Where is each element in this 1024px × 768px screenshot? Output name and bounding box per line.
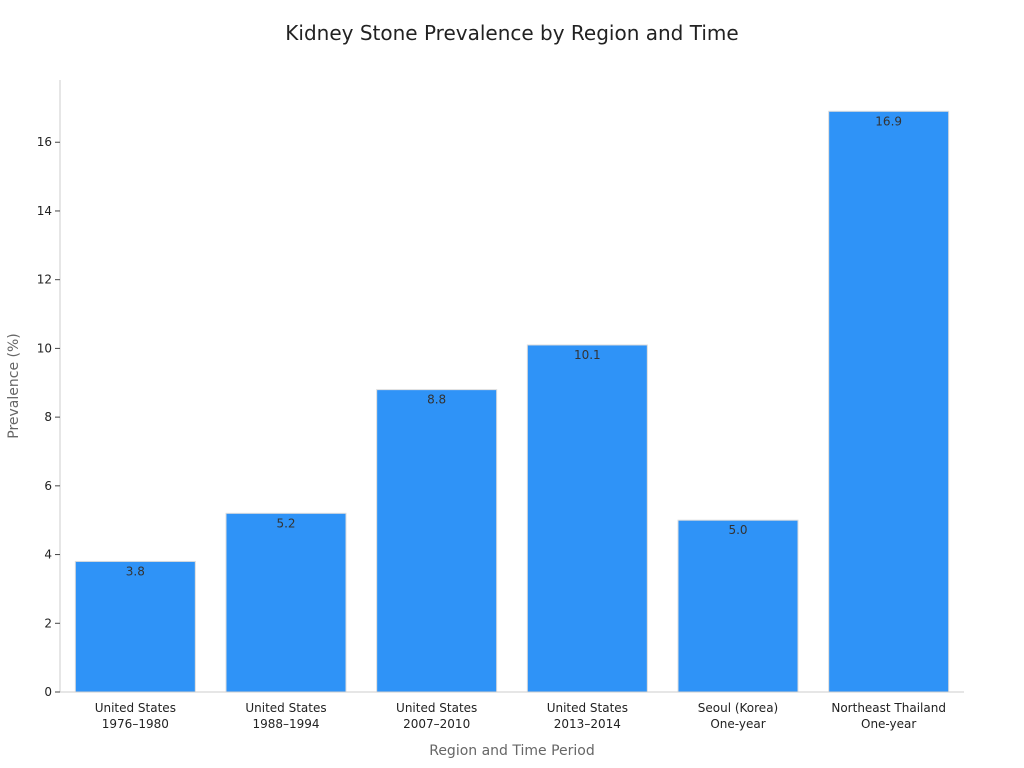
y-tick-label: 12 xyxy=(37,273,52,287)
bar xyxy=(225,512,347,693)
data-labels-group: 3.8 5.2 8.8 10.1 5.0 16.9 xyxy=(126,114,902,578)
x-tick-label: 1976–1980 xyxy=(102,717,169,731)
x-axis-label: Region and Time Period xyxy=(429,743,595,759)
x-tick-label: 2013–2014 xyxy=(554,717,621,731)
data-label: 16.9 xyxy=(875,114,902,128)
x-tick-label: United States xyxy=(245,701,326,715)
bar xyxy=(677,519,799,693)
bar xyxy=(828,110,950,693)
bar xyxy=(376,389,498,693)
y-tick-label: 10 xyxy=(37,341,52,355)
data-label: 5.0 xyxy=(728,523,747,537)
x-tick-label: Seoul (Korea) xyxy=(698,701,778,715)
data-label: 3.8 xyxy=(126,564,145,578)
x-tick-label: United States xyxy=(547,701,628,715)
data-label: 10.1 xyxy=(574,348,601,362)
data-label: 8.8 xyxy=(427,393,446,407)
y-tick-label: 0 xyxy=(44,685,52,699)
y-tick-label: 2 xyxy=(44,616,52,630)
y-tick-label: 16 xyxy=(37,135,52,149)
axes-group xyxy=(59,80,964,693)
y-tick-label: 14 xyxy=(37,204,52,218)
x-tick-label: One-year xyxy=(710,717,765,731)
data-label: 5.2 xyxy=(276,516,295,530)
x-tick-label: United States xyxy=(95,701,176,715)
y-tick-label: 8 xyxy=(44,410,52,424)
bar xyxy=(74,560,196,693)
y-axis-label: Prevalence (%) xyxy=(6,333,22,439)
x-tick-label: One-year xyxy=(861,717,916,731)
y-tick-label: 4 xyxy=(44,548,52,562)
chart-title: Kidney Stone Prevalence by Region and Ti… xyxy=(285,21,738,45)
x-tick-label: 1988–1994 xyxy=(252,717,319,731)
x-tick-label: United States xyxy=(396,701,477,715)
y-tick-label: 6 xyxy=(44,479,52,493)
y-ticks-group: 0 2 4 6 8 10 12 14 16 xyxy=(37,135,60,699)
x-category-labels: United States 1976–1980 United States 1988–… xyxy=(95,701,946,731)
x-tick-label: Northeast Thailand xyxy=(831,701,946,715)
bars-group xyxy=(74,110,950,693)
x-tick-label: 2007–2010 xyxy=(403,717,470,731)
bar xyxy=(526,344,648,693)
